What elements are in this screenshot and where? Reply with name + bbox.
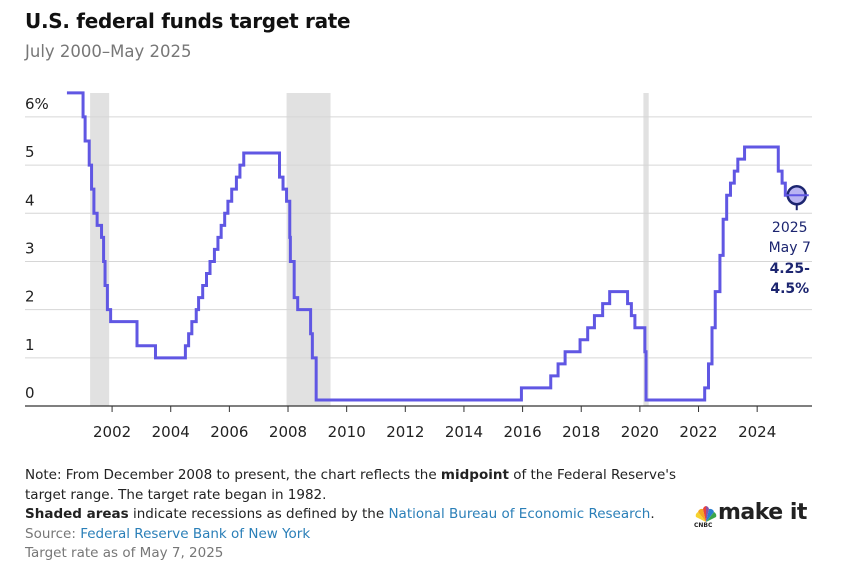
x-tick-label: 2004 xyxy=(152,423,190,441)
nber-link[interactable]: National Bureau of Economic Research xyxy=(388,506,651,522)
y-tick-label: 6% xyxy=(25,95,49,113)
y-tick-label: 5 xyxy=(25,143,35,161)
recession-band xyxy=(643,93,649,406)
annotation-bold: 4.25- xyxy=(770,261,811,277)
chart: 0 1 2 3 4 5 6% 2002 2004 2006 2008 2010 2012 2014 2016… xyxy=(25,91,812,441)
rate-line xyxy=(66,91,797,402)
chart-subtitle: July 2000–May 2025 xyxy=(25,42,192,61)
logo-small: CNBC xyxy=(694,522,713,529)
source: Source: Federal Reserve Bank of New York xyxy=(25,525,705,545)
annotation-bold: 4.5% xyxy=(770,281,809,297)
note-bold: Shaded areas xyxy=(25,506,129,522)
x-tick-label: 2020 xyxy=(621,423,659,441)
y-tick-label: 0 xyxy=(25,384,35,402)
x-tick-label: 2008 xyxy=(269,423,307,441)
x-tick-label: 2024 xyxy=(738,423,776,441)
recession-band xyxy=(90,93,110,406)
note-text: indicate recessions as defined by the xyxy=(128,506,389,522)
x-tick-label: 2014 xyxy=(445,423,483,441)
note-text: . xyxy=(650,506,655,522)
x-tick-label: 2012 xyxy=(386,423,424,441)
as-of: Target rate as of May 7, 2025 xyxy=(25,545,224,561)
x-tick-label: 2002 xyxy=(93,423,131,441)
y-tick-label: 2 xyxy=(25,288,35,306)
note-text: of the Federal Reserve's target range. T… xyxy=(25,467,677,503)
recession-band xyxy=(286,93,331,406)
annotation-text: 2025 xyxy=(772,220,808,236)
logo-text: make it xyxy=(718,500,807,525)
logo: CNBC make it xyxy=(694,500,819,532)
peacock-icon xyxy=(695,506,717,522)
shaded-note: Shaded areas indicate recessions as defi… xyxy=(25,505,705,525)
chart-title: U.S. federal funds target rate xyxy=(25,9,351,33)
x-tick-label: 2022 xyxy=(679,423,717,441)
y-tick-label: 3 xyxy=(25,239,35,257)
y-tick-label: 4 xyxy=(25,191,35,209)
source-link[interactable]: Federal Reserve Bank of New York xyxy=(80,525,311,542)
note-bold: midpoint xyxy=(440,467,509,483)
note: Note: From December 2008 to present, the… xyxy=(25,466,705,505)
x-tick-label: 2006 xyxy=(210,423,248,441)
x-tick-label: 2018 xyxy=(562,423,600,441)
x-tick-label: 2016 xyxy=(503,423,541,441)
source-label: Source: xyxy=(25,525,81,542)
notes: Note: From December 2008 to present, the… xyxy=(25,466,705,564)
annotation-text: May 7 xyxy=(769,240,811,256)
note-text: Note: From December 2008 to present, the… xyxy=(25,467,441,483)
x-tick-label: 2010 xyxy=(328,423,366,441)
y-tick-label: 1 xyxy=(25,336,35,354)
